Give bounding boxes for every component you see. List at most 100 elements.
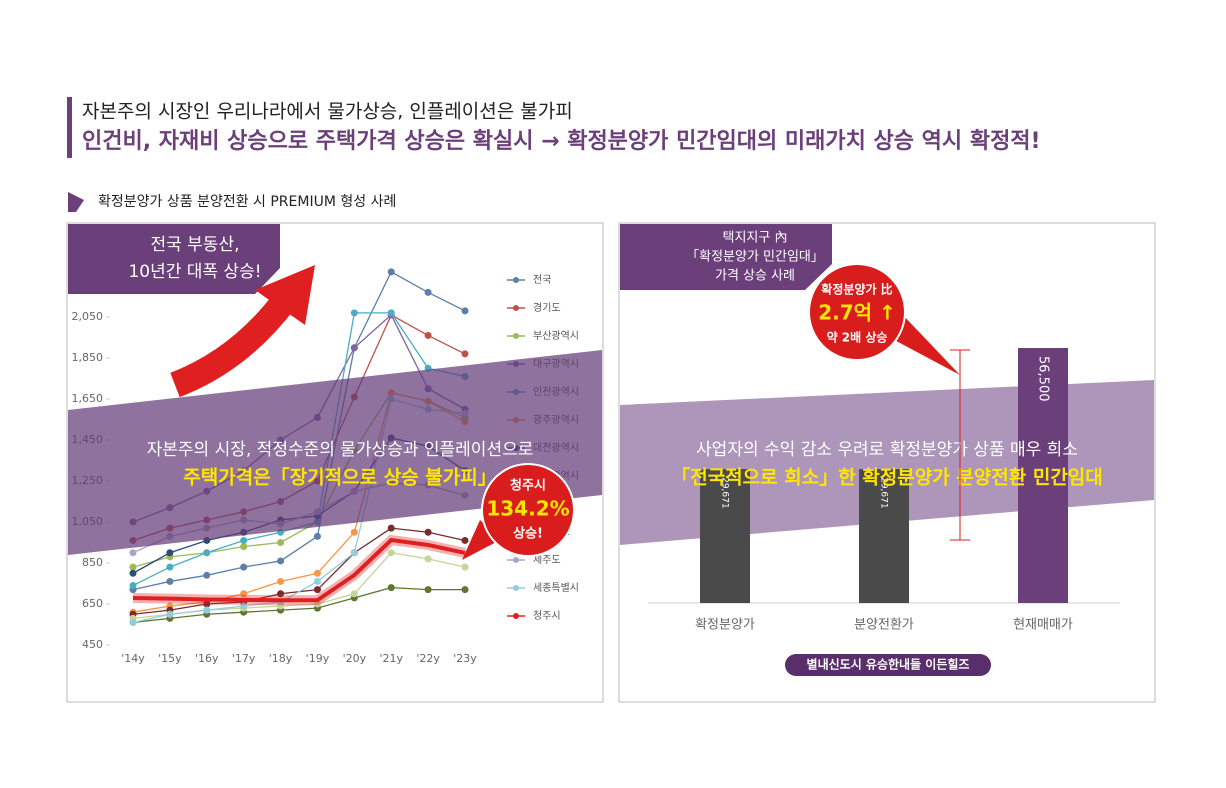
series-point <box>387 268 395 276</box>
series-point <box>424 331 432 339</box>
y-tick-label: 1,650 <box>72 392 104 405</box>
series-point <box>424 586 432 594</box>
callout-text: 상승! <box>513 527 543 542</box>
annotation-box <box>68 224 280 294</box>
series-point <box>313 586 321 594</box>
footer-text: 별내신도시 유승한내들 이든힐즈 <box>807 657 970 672</box>
x-tick-label: '18y <box>269 652 293 665</box>
callout-text: 확정분양가 比 <box>821 282 892 297</box>
series-line <box>132 586 465 624</box>
series-point <box>387 584 395 592</box>
x-tick-label: '16y <box>195 652 219 665</box>
series-point <box>203 600 211 608</box>
series-point <box>129 563 137 571</box>
series-point <box>166 577 174 585</box>
series-point <box>240 602 248 610</box>
value-label: 29,671 <box>879 477 889 509</box>
series-point <box>461 563 469 571</box>
band-text: 「전국적으로 희소」한 확정분양가 분양전환 민간임대 <box>671 466 1103 489</box>
annotation-box <box>620 224 832 290</box>
bar <box>700 469 750 603</box>
header-bar <box>67 97 72 158</box>
series-point <box>240 590 248 598</box>
section-icon <box>68 192 84 212</box>
callout-text: 약 2배 상승 <box>827 330 888 345</box>
series-point <box>166 563 174 571</box>
series-point <box>129 582 137 590</box>
callout-text: 청주시 <box>510 478 546 494</box>
series-point <box>350 528 358 536</box>
header-line2: 인건비, 자재비 상승으로 주택가격 상승은 확실시 → 확정분양가 민간임대의… <box>82 129 1041 154</box>
series-point <box>313 600 321 608</box>
callout-text: 134.2% <box>486 497 569 521</box>
series-point <box>313 569 321 577</box>
legend-marker <box>513 585 519 591</box>
callout-tail <box>885 312 960 375</box>
series-point <box>129 569 137 577</box>
band-text: 사업자의 수익 감소 우려로 확정분양가 상품 매우 희소 <box>696 440 1078 460</box>
legend-marker <box>513 333 519 339</box>
arrow-head <box>255 265 315 325</box>
left-chart: 4506508501,0501,2501,4501,6501,8502,0502… <box>68 224 602 665</box>
series-point <box>240 536 248 544</box>
series-point <box>350 344 358 352</box>
x-tick-label: '22y <box>416 652 440 665</box>
band <box>68 350 602 555</box>
legend-marker <box>513 277 519 283</box>
series-point <box>166 610 174 618</box>
value-label: 29,671 <box>720 477 730 509</box>
band-text: 자본주의 시장, 적정수준의 물가상승과 인플레이션으로 <box>147 440 534 460</box>
legend-label: 세종특별시 <box>533 582 579 594</box>
series-point <box>350 549 358 557</box>
annotation-text: 택지지구 內 <box>723 231 788 246</box>
section-title: 확정분양가 상품 분양전환 시 PREMIUM 형성 사례 <box>98 194 396 210</box>
x-tick-label: '20y <box>343 652 367 665</box>
series-point <box>203 571 211 579</box>
x-tick-label: '21y <box>379 652 403 665</box>
series-point <box>277 557 285 565</box>
callout-circle <box>808 263 906 361</box>
annotation-text: 전국 부동산, <box>150 235 239 255</box>
legend-label: 청주시 <box>533 610 561 622</box>
legend-label: 부산광역시 <box>533 330 579 342</box>
series-point <box>350 590 358 598</box>
legend-marker <box>513 557 519 563</box>
series-point <box>277 577 285 585</box>
series-point <box>461 586 469 594</box>
series-line <box>132 270 466 591</box>
y-tick-label: 1,850 <box>72 351 104 364</box>
x-tick-label: '15y <box>158 652 182 665</box>
series-point <box>313 532 321 540</box>
band-text: 주택가격은「장기적으로 상승 불가피」 <box>183 466 496 489</box>
x-tick-label: '19y <box>306 652 330 665</box>
series-point <box>240 543 248 551</box>
series-point <box>277 539 285 546</box>
legend-marker <box>513 613 519 619</box>
callout-tail <box>462 520 500 560</box>
legend-label: 제주도 <box>533 554 561 566</box>
series-point <box>387 524 395 532</box>
x-tick-label: 현재매매가 <box>1013 618 1073 633</box>
bar <box>859 469 909 603</box>
series-point <box>461 307 469 315</box>
series-point <box>203 549 211 557</box>
series-point <box>313 577 321 585</box>
legend-marker <box>513 305 519 311</box>
series-point <box>350 309 358 317</box>
value-label: 56,500 <box>1036 356 1051 402</box>
x-tick-label: '23y <box>453 652 477 665</box>
legend-label: 전국 <box>533 274 551 286</box>
series-point <box>203 606 211 614</box>
series-point <box>129 618 137 626</box>
annotation-text: 가격 상승 사례 <box>715 269 795 284</box>
series-point <box>166 549 174 557</box>
right-chart: 29,671 확정분양가 29,671 분양전환가 56,500 현재매매가 사업자의 수익… <box>620 224 1154 676</box>
y-tick-label: 650 <box>82 597 103 610</box>
callout-text: 2.7억 ↑ <box>818 301 896 325</box>
x-tick-label: 분양전환가 <box>854 618 914 633</box>
series-point <box>461 536 469 544</box>
series-point <box>240 563 248 571</box>
series-point <box>387 549 395 557</box>
annotation-text: 「확정분양가 민간임대」 <box>686 250 824 265</box>
